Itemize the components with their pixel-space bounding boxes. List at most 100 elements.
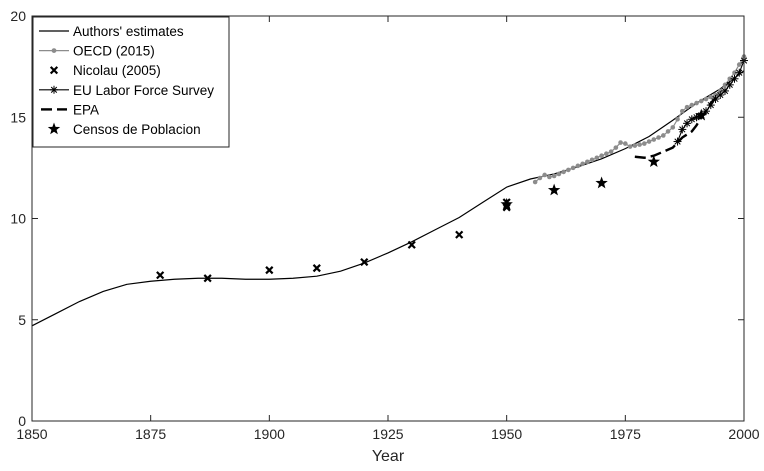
oecd-point (618, 140, 623, 145)
data-layer (31, 54, 748, 327)
legend-swatch (49, 66, 59, 75)
oecd-point (637, 142, 642, 147)
oecd-point (679, 108, 685, 114)
oecd-point (566, 167, 571, 173)
oecd-point (623, 141, 628, 146)
eu-lfs-point (735, 68, 744, 77)
x-tick-label: 1975 (610, 426, 641, 442)
oecd-point (717, 88, 723, 94)
oecd-point (684, 104, 690, 110)
oecd-point (642, 141, 647, 146)
legend-label: OECD (2015) (73, 44, 155, 59)
oecd-point (537, 175, 543, 181)
oecd-point (627, 144, 633, 149)
oecd-point (713, 92, 718, 98)
series-epa-line (634, 95, 721, 159)
censos-point (647, 155, 660, 168)
oecd-point (656, 135, 661, 140)
x-tick-label: 1950 (491, 426, 522, 442)
oecd-point (670, 125, 676, 130)
legend-label: Authors' estimates (73, 24, 184, 39)
nicolau-point (455, 230, 464, 239)
oecd-point (665, 129, 671, 134)
eu-lfs-point (725, 80, 734, 89)
oecd-point (556, 171, 562, 177)
legend-swatch (47, 122, 61, 135)
x-tick-label: 1900 (254, 426, 285, 442)
oecd-point (694, 100, 699, 106)
series-authors-estimates-line (31, 70, 745, 327)
oecd-point (608, 149, 614, 154)
oecd-point (585, 159, 590, 165)
oecd-point (542, 172, 547, 178)
oecd-point (732, 70, 737, 75)
oecd-point (722, 82, 728, 88)
oecd-point (547, 174, 552, 180)
legend-label: Nicolau (2005) (73, 63, 161, 78)
oecd-point (580, 161, 585, 167)
oecd-point (594, 155, 600, 161)
eu-lfs-point (721, 86, 730, 95)
oecd-point (727, 76, 733, 82)
oecd-point (613, 145, 619, 150)
oecd-point (561, 169, 566, 175)
censos-point (595, 176, 608, 189)
nicolau-point (156, 271, 165, 280)
x-tick-label: 2000 (728, 426, 759, 442)
nicolau-point (360, 257, 369, 267)
oecd-point (575, 163, 581, 169)
eu-lfs-point (706, 101, 715, 110)
legend-swatch-marker (51, 48, 57, 53)
ticks-layer: 1850 1875 1900 1925 1950 1975 2000 0 5 10 15 20 (10, 8, 759, 442)
legend-label: EU Labor Force Survey (73, 83, 214, 98)
x-tick-label: 1925 (372, 426, 403, 442)
oecd-point (570, 165, 576, 171)
y-tick-label: 5 (18, 312, 26, 328)
oecd-point (661, 133, 666, 138)
censos-point (500, 197, 513, 210)
oecd-point (675, 116, 680, 122)
legend-item: Nicolau (2005) (49, 63, 161, 78)
oecd-point (708, 94, 714, 100)
legend: Authors' estimates OECD (2015) Nicolau (20… (32, 16, 230, 148)
oecd-point (599, 153, 604, 159)
oecd-point (736, 62, 742, 67)
legend-item: OECD (2015) (39, 44, 155, 59)
legend-box (32, 16, 230, 148)
eu-lfs-point (702, 107, 711, 116)
legend-item: Censos de Poblacion (47, 122, 201, 137)
y-tick-label: 0 (18, 413, 26, 429)
legend-item: Authors' estimates (39, 24, 184, 39)
legend-label: EPA (73, 102, 99, 117)
oecd-point (651, 137, 657, 142)
oecd-point (589, 157, 595, 163)
nicolau-point (265, 266, 274, 275)
nicolau-point (312, 264, 321, 273)
oecd-point (689, 102, 695, 108)
x-axis-label: Year (372, 448, 405, 465)
oecd-point (532, 179, 538, 185)
y-tick-label: 20 (10, 8, 26, 24)
eu-lfs-point (673, 137, 682, 146)
eu-lfs-point (730, 74, 739, 83)
series-oecd-line (534, 56, 745, 183)
oecd-point (646, 139, 652, 144)
oecd-point (551, 173, 557, 179)
censos-point (695, 108, 708, 121)
nicolau-point (407, 240, 416, 249)
x-tick-label: 1875 (135, 426, 166, 442)
oecd-point (703, 96, 709, 102)
oecd-point (698, 98, 704, 104)
legend-label: Censos de Poblacion (73, 122, 201, 137)
x-tick-label: 1850 (16, 426, 47, 442)
oecd-point (632, 143, 638, 148)
oecd-point (604, 151, 609, 156)
eu-lfs-point (678, 125, 687, 134)
legend-swatch-marker (50, 85, 58, 94)
legend-item: EPA (41, 102, 99, 117)
y-tick-label: 15 (10, 109, 26, 125)
censos-point (547, 183, 561, 196)
y-tick-label: 10 (10, 211, 26, 227)
nicolau-point (203, 274, 212, 283)
